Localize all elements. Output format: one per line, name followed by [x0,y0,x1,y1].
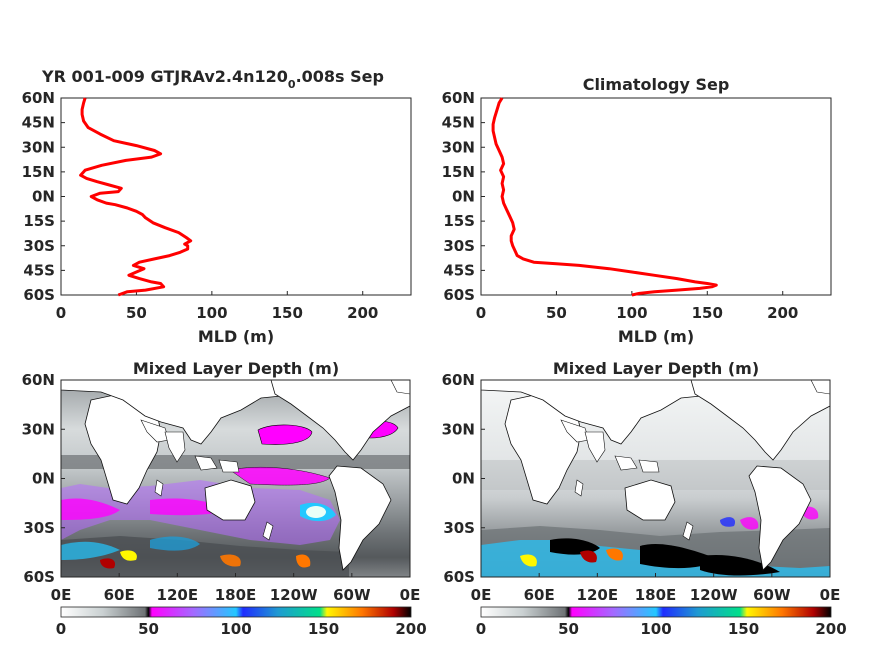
x-tick-label: 150 [692,304,723,322]
colorbar-tick-label: 100 [640,620,671,638]
colorbar-tick-labels: 0 50 100 150 200 [56,620,427,638]
profile-title-climatology: Climatology Sep [583,75,730,94]
y-tick-label: 0N [32,188,55,206]
y-tick-label: 30S [23,519,55,537]
x-tick-label: 120W [270,586,318,604]
profile-axes-climatology [480,97,832,296]
y-tick-label: 0N [452,470,475,488]
y-tick-labels: 60N 30N 0N 30S 60S [442,371,485,586]
x-tick-label: 0E [471,586,492,604]
y-tick-label: 60N [22,89,55,107]
y-tick-label: 60S [23,286,55,304]
colorbar-tick-label: 200 [815,620,846,638]
profile-series [491,97,718,297]
y-tick-label: 30N [442,420,475,438]
x-tick-labels: 0E 60E 120E 180E 120W 60W 0E [51,573,421,604]
y-tick-labels: 60N 45N 30N 15N 0N 15S 30S 45S 60S [442,89,485,304]
profile-title-model: YR 001-009 GTJRAv2.4n1200.008s Sep [41,67,384,91]
x-tick-label: 200 [347,304,378,322]
y-tick-label: 30N [22,420,55,438]
x-tick-label: 0E [820,586,841,604]
y-tick-label: 60S [443,286,475,304]
map-title-climatology: Mixed Layer Depth (m) [553,359,759,378]
x-tick-label: 120E [577,586,619,604]
mld-profile-line [79,97,193,297]
x-tick-label: 0 [56,304,66,322]
colorbar-tick-label: 50 [558,620,579,638]
x-tick-label: 60E [524,586,555,604]
x-tick-label: 120E [157,586,199,604]
colorbar-tick-label: 150 [308,620,339,638]
x-tick-label: 60W [753,586,791,604]
y-tick-label: 60N [22,371,55,389]
colorbar-tick-label: 50 [138,620,159,638]
map-title-model: Mixed Layer Depth (m) [133,359,339,378]
mld-map-climatology [481,380,830,577]
y-tick-label: 30N [442,138,475,156]
y-tick-label: 30S [443,237,475,255]
x-tick-label: 50 [126,304,147,322]
x-tick-label: 200 [767,304,798,322]
y-tick-label: 60N [442,371,475,389]
map-panel-model: Mixed Layer Depth (m) [22,359,427,638]
x-tick-labels: 0 50 100 150 200 [476,291,798,322]
colorbar-model [60,606,412,618]
y-tick-label: 0N [452,188,475,206]
y-tick-label: 15S [443,212,475,230]
y-tick-label: 45N [442,114,475,132]
x-tick-labels: 0 50 100 150 200 [56,291,378,322]
profile-panel-climatology: Climatology Sep 60N45N30N15N0N15S30S45S6… [442,75,832,346]
y-tick-label: 15N [22,163,55,181]
y-tick-label: 30S [23,237,55,255]
x-tick-label: 100 [196,304,227,322]
colorbar-tick-label: 100 [220,620,251,638]
x-tick-label: 0E [400,586,421,604]
y-tick-label: 0N [32,470,55,488]
x-tick-label: 180E [215,586,257,604]
y-tick-label: 30N [22,138,55,156]
colorbar-tick-labels: 0 50 100 150 200 [476,620,847,638]
y-tick-labels: 60N 30N 0N 30S 60S [22,371,65,586]
y-tick-label: 45S [443,261,475,279]
y-tick-label: 15S [23,212,55,230]
x-tick-label: 150 [272,304,303,322]
profile-axes-model [60,97,412,296]
x-tick-labels: 0E 60E 120E 180E 120W 60W 0E [471,573,841,604]
x-tick-label: 0 [476,304,486,322]
x-tick-label: 60E [104,586,135,604]
mld-map-model [61,380,410,577]
y-tick-label: 60S [23,568,55,586]
profile-series [79,97,193,297]
y-tick-label: 60S [443,568,475,586]
y-tick-label: 60N [442,89,475,107]
y-tick-label: 45N [22,114,55,132]
colorbar-tick-label: 200 [395,620,426,638]
x-tick-label: 100 [616,304,647,322]
profile-xlabel-model: MLD (m) [198,327,274,346]
profile-xlabel-climatology: MLD (m) [618,327,694,346]
colorbar-tick-label: 150 [728,620,759,638]
x-tick-label: 50 [546,304,567,322]
x-tick-label: 180E [635,586,677,604]
y-tick-label: 45S [23,261,55,279]
y-tick-label: 15N [442,163,475,181]
x-tick-label: 0E [51,586,72,604]
y-tick-labels: 60N 45N 30N 15N 0N 15S 30S 45S 60S [22,89,65,304]
y-tick-label: 30S [443,519,475,537]
colorbar-tick-label: 0 [56,620,66,638]
profile-panel-model: YR 001-009 GTJRAv2.4n1200.008s Sep 60N 45… [22,67,412,346]
mld-profile-line [491,97,718,297]
colorbar-climatology [480,606,832,618]
x-tick-label: 60W [333,586,371,604]
x-tick-label: 120W [690,586,738,604]
colorbar-tick-label: 0 [476,620,486,638]
